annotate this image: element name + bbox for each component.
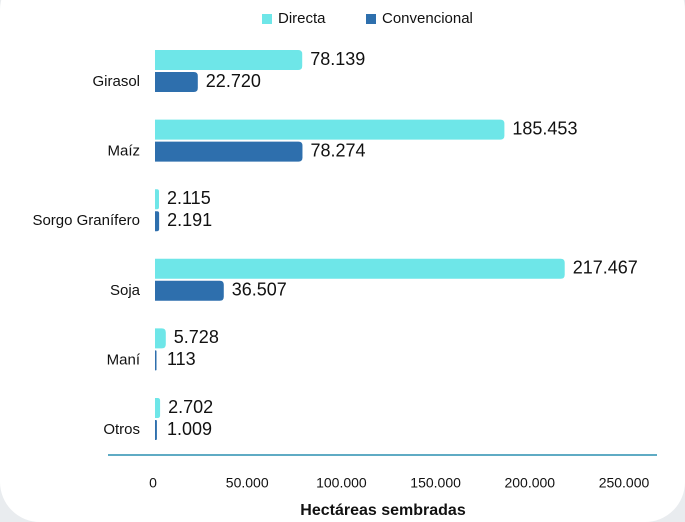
x-tick-label: 50.000 xyxy=(226,475,269,491)
value-label: 185.453 xyxy=(512,118,577,138)
legend-swatch xyxy=(366,14,376,24)
y-tick-label: Sorgo Granífero xyxy=(32,212,140,229)
value-label: 2.191 xyxy=(167,210,212,230)
value-label: 1.009 xyxy=(167,419,212,439)
y-tick-label: Girasol xyxy=(92,73,140,90)
value-label: 36.507 xyxy=(232,280,287,300)
bar xyxy=(155,50,303,70)
bar xyxy=(155,211,160,232)
value-label: 78.274 xyxy=(310,140,365,160)
value-label: 78.139 xyxy=(310,49,365,69)
y-tick-label: Otros xyxy=(103,421,140,438)
bar xyxy=(155,189,159,210)
legend-swatch xyxy=(262,14,272,24)
bar xyxy=(155,141,303,162)
x-tick-label: 100.000 xyxy=(316,475,367,491)
y-tick-label: Maíz xyxy=(107,143,140,160)
bar xyxy=(155,119,505,140)
value-label: 2.115 xyxy=(167,188,211,208)
x-tick-label: 150.000 xyxy=(410,475,461,491)
legend-label: Directa xyxy=(278,10,326,27)
bar xyxy=(155,258,565,279)
y-tick-label: Maní xyxy=(107,351,141,368)
bar xyxy=(155,280,224,301)
value-label: 22.720 xyxy=(206,71,261,91)
x-axis-label: Hectáreas sembradas xyxy=(300,502,466,519)
value-label: 2.702 xyxy=(168,397,213,417)
value-label: 5.728 xyxy=(174,327,219,347)
x-tick-label: 0 xyxy=(149,475,157,491)
legend-label: Convencional xyxy=(382,10,473,27)
y-tick-label: Soja xyxy=(110,282,141,299)
value-label: 217.467 xyxy=(573,258,638,278)
bar xyxy=(155,72,198,92)
bar xyxy=(155,350,157,371)
bar xyxy=(155,420,157,440)
x-tick-label: 200.000 xyxy=(504,475,555,491)
x-tick-label: 250.000 xyxy=(599,475,650,491)
value-label: 113 xyxy=(167,349,196,369)
bar xyxy=(155,398,161,418)
bar xyxy=(155,328,166,349)
